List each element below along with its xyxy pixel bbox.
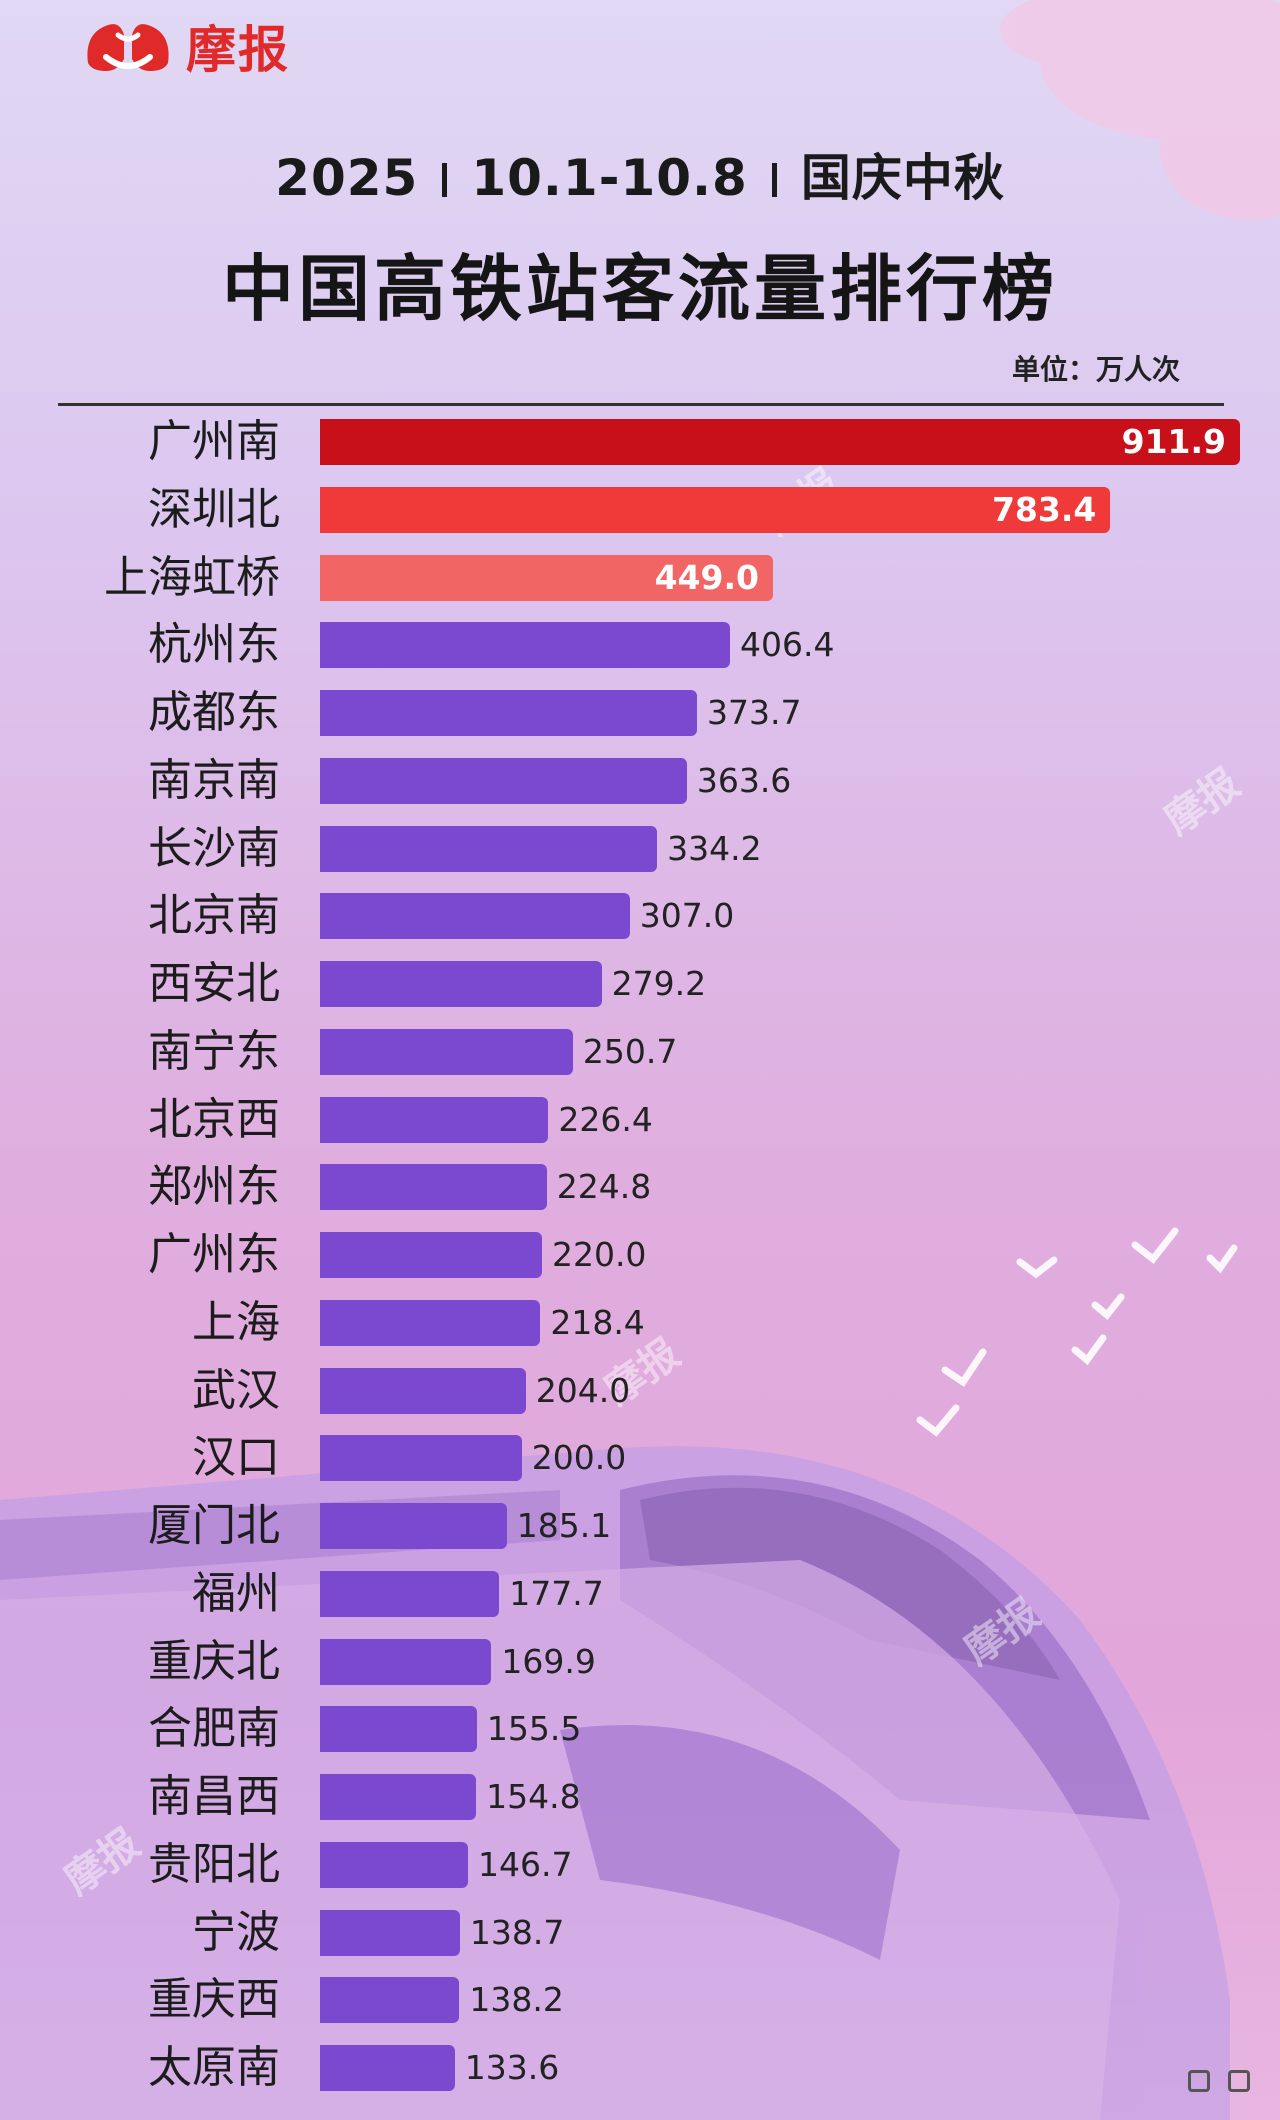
unit-label: 单位：万人次 [1011, 353, 1180, 386]
bar [320, 1977, 460, 2024]
category-label: 郑州东 [148, 1161, 280, 1213]
bar [320, 757, 687, 804]
menu-icon[interactable] [1228, 2070, 1250, 2092]
value-label: 250.7 [582, 1031, 678, 1071]
chart-title: 中国高铁站客流量排行榜 [221, 247, 1058, 331]
bar [320, 690, 698, 736]
value-label: 449.0 [654, 557, 759, 597]
bar [320, 893, 630, 940]
category-label: 上海虹桥 [104, 551, 280, 603]
value-label: 373.7 [707, 693, 802, 732]
value-label: 155.5 [486, 1709, 582, 1749]
category-label: 武汉 [192, 1364, 280, 1416]
bar [320, 1299, 541, 1346]
category-label: 深圳北 [148, 483, 280, 535]
value-label: 177.7 [509, 1573, 604, 1613]
value-label: 146.7 [478, 1844, 573, 1884]
bar [320, 1841, 468, 1888]
window-icon[interactable] [1188, 2070, 1210, 2092]
value-label: 200.0 [531, 1438, 627, 1478]
subtitle-dates: 10.1-10.8 [471, 149, 748, 207]
bar [320, 622, 730, 669]
value-label: 307.0 [639, 896, 735, 936]
chart-subtitle: 2025 10.1-10.8 国庆中秋 [0, 138, 1280, 210]
bar [320, 1096, 549, 1143]
category-label: 重庆北 [148, 1635, 280, 1687]
subtitle-year: 2025 [275, 149, 419, 207]
category-label: 北京西 [148, 1093, 280, 1145]
subtitle-separator [442, 163, 448, 197]
category-label: 重庆西 [148, 1974, 280, 2026]
value-label: 138.7 [469, 1912, 565, 1952]
bottom-toolbar [1188, 2070, 1250, 2092]
bar [320, 1706, 477, 1753]
category-label: 成都东 [148, 687, 280, 738]
value-label: 911.9 [1121, 422, 1226, 461]
bar [320, 1909, 460, 1956]
value-label: 363.6 [696, 760, 792, 800]
category-label: 汉口 [192, 1432, 280, 1484]
moba-logo-icon [87, 24, 169, 71]
category-label: 广州南 [148, 416, 280, 467]
category-label: 西安北 [148, 958, 280, 1009]
bar [320, 1367, 526, 1414]
bar [320, 825, 658, 872]
bar [320, 2045, 455, 2091]
category-label: 合肥南 [148, 1703, 280, 1755]
value-label: 185.1 [516, 1506, 612, 1545]
value-label: 406.4 [740, 625, 835, 665]
category-label: 南京南 [148, 754, 280, 806]
value-label: 224.8 [556, 1167, 652, 1207]
bar [320, 1435, 522, 1482]
category-label: 南宁东 [148, 1025, 280, 1077]
header-divider [58, 403, 1224, 406]
category-label: 广州东 [148, 1229, 280, 1280]
bar [320, 961, 602, 1007]
bar [320, 554, 773, 601]
value-label: 204.0 [535, 1370, 631, 1410]
category-label: 太原南 [148, 2042, 280, 2093]
brand-header: 摩报 [78, 10, 290, 82]
bar [320, 486, 1111, 533]
category-label: 宁波 [192, 1906, 280, 1958]
category-label: 北京南 [148, 890, 280, 942]
value-label: 154.8 [486, 1777, 581, 1816]
category-label: 福州 [192, 1567, 280, 1619]
value-label: 133.6 [464, 2048, 560, 2087]
bar [320, 1570, 500, 1617]
value-label: 169.9 [501, 1641, 596, 1681]
value-label: 334.2 [667, 828, 762, 868]
category-label: 杭州东 [148, 619, 280, 671]
bar [320, 1232, 542, 1278]
bar [320, 1028, 573, 1075]
subtitle-separator [771, 163, 777, 197]
category-label: 贵阳北 [148, 1838, 280, 1890]
value-label: 279.2 [611, 964, 707, 1003]
value-label: 220.0 [551, 1235, 647, 1274]
category-label: 上海 [192, 1296, 280, 1348]
brand-name: 摩报 [186, 21, 290, 79]
category-label: 长沙南 [148, 822, 280, 874]
value-label: 783.4 [991, 489, 1097, 529]
bar [320, 1774, 477, 1820]
bar [320, 1638, 492, 1685]
value-label: 138.2 [469, 1980, 564, 2020]
category-label: 厦门北 [148, 1500, 280, 1551]
bar [320, 419, 1240, 465]
bar [320, 1503, 507, 1549]
value-label: 226.4 [558, 1099, 653, 1139]
bar [320, 1164, 547, 1211]
value-label: 218.4 [550, 1302, 645, 1342]
subtitle-holiday: 国庆中秋 [800, 149, 1005, 207]
category-label: 南昌西 [148, 1771, 280, 1822]
